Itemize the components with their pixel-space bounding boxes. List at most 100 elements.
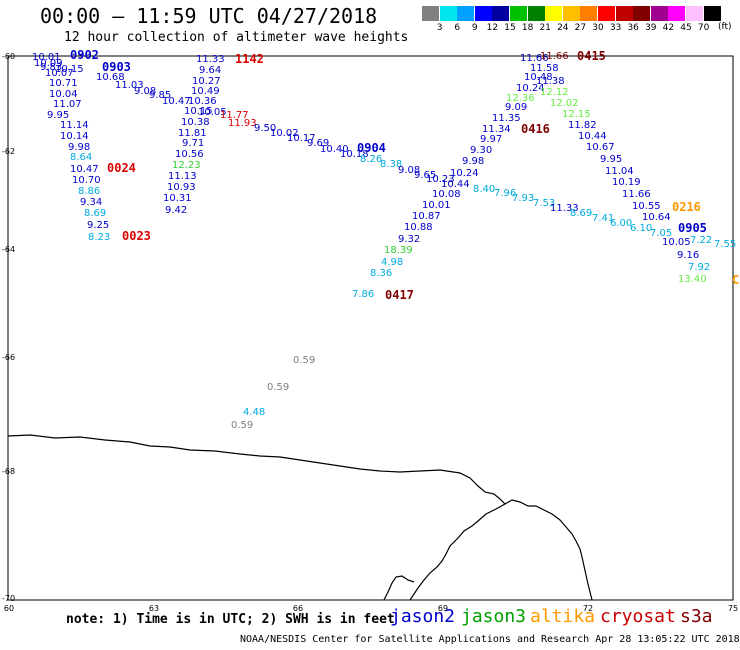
wave-height-value: 11.13: [168, 171, 197, 182]
wave-height-value: 10.55: [632, 201, 661, 212]
page-subtitle: 12 hour collection of altimeter wave hei…: [64, 30, 409, 45]
scale-swatch: [580, 6, 598, 21]
wave-height-value: 10.88: [404, 222, 433, 233]
wave-height-value: 7.05: [650, 228, 672, 239]
wave-height-value: 8.64: [70, 152, 92, 163]
wave-height-value: 13.40: [678, 274, 707, 285]
wave-height-value: 9.16: [677, 250, 699, 261]
scale-label: 21: [539, 23, 551, 33]
scale-label: 15: [504, 23, 516, 33]
legend-cryosat: cryosat: [600, 606, 676, 627]
pass-time-label: 0903: [102, 60, 131, 74]
scale-swatch: [439, 6, 457, 21]
wave-height-value: 10.70: [72, 175, 101, 186]
wave-height-value: 10.24: [450, 168, 479, 179]
wave-height-value: 9.25: [87, 220, 109, 231]
wave-height-value: 9.32: [398, 234, 420, 245]
scale-label: 42: [662, 23, 675, 33]
wave-height-value: 11.58: [530, 63, 559, 74]
scale-label: 3: [436, 23, 443, 33]
wave-height-value: 7.41: [592, 213, 614, 224]
wave-height-value: 11.66: [622, 189, 651, 200]
wave-height-value: 0.59: [293, 355, 315, 366]
wave-height-value: 11.33: [196, 54, 225, 65]
wave-height-value: 7.86: [352, 289, 374, 300]
wave-height-value: 9.95: [47, 110, 69, 121]
scale-label: 36: [627, 23, 639, 33]
scale-swatch: [545, 6, 563, 21]
scale-swatch: [457, 6, 475, 21]
wave-height-value: 10.15: [55, 64, 84, 75]
wave-height-value: 11.66: [520, 53, 549, 64]
scale-swatch: [615, 6, 633, 21]
scale-unit: (ft): [718, 22, 732, 32]
scale-swatch: [598, 6, 615, 21]
legend-jason2: jason2: [390, 606, 456, 627]
wave-height-value: 9.83: [40, 62, 62, 73]
pass-time-label: 0417: [385, 288, 414, 302]
lon-label: 75: [728, 604, 738, 613]
wave-height-value: 9.64: [199, 65, 221, 76]
wave-height-value: 10.02: [270, 128, 299, 139]
wave-height-value: 12.15: [562, 109, 591, 120]
scale-swatch: [686, 6, 703, 21]
wave-height-value: 9.98: [462, 156, 484, 167]
wave-height-value: 10.64: [642, 212, 671, 223]
wave-height-value: 9.69: [307, 138, 329, 149]
wave-height-value: 9.65: [414, 170, 436, 181]
wave-height-value: 9.97: [480, 134, 502, 145]
wave-height-value: 12.23: [172, 160, 201, 171]
wave-height-value: 10.07: [45, 68, 74, 79]
lat-label: -62: [2, 147, 15, 156]
scale-label: 24: [557, 23, 569, 33]
scale-label: 30: [592, 23, 604, 33]
wave-height-value: 12.02: [550, 98, 579, 109]
pass-time-label: 0416: [521, 122, 550, 136]
wave-height-value: 9.85: [149, 90, 171, 101]
pass-time-label: 0024: [107, 161, 136, 175]
wave-height-value: 10.36: [188, 96, 217, 107]
wave-height-value: 10.49: [191, 86, 220, 97]
wave-height-value: 10.05: [662, 237, 691, 248]
wave-height-value: 7.92: [688, 262, 710, 273]
wave-height-value: 10.47: [70, 164, 99, 175]
wave-height-value: 11.66: [540, 51, 569, 62]
wave-height-value: 11.03: [115, 80, 144, 91]
wave-height-value: 8.86: [78, 186, 100, 197]
scale-swatch: [562, 6, 580, 21]
wave-height-value: 11.93: [228, 118, 257, 129]
wave-height-value: 9.50: [254, 123, 276, 134]
wave-height-value: 10.87: [412, 211, 441, 222]
wave-height-value: 10.44: [441, 179, 470, 190]
wave-height-value: 11.04: [605, 166, 634, 177]
wave-height-value: 11.07: [53, 99, 82, 110]
scale-swatch: [474, 6, 492, 21]
wave-height-value: 6.00: [610, 218, 632, 229]
wave-height-value: 8.23: [88, 232, 110, 243]
wave-height-value: 4.48: [243, 407, 265, 418]
wave-height-value: 11.33: [550, 203, 579, 214]
wave-height-value: 10.56: [175, 149, 204, 160]
wave-height-value: 7.53: [533, 198, 555, 209]
lat-label: -70: [2, 594, 15, 603]
wave-height-value: 10.01: [32, 52, 61, 63]
scale-swatch: [668, 6, 686, 21]
wave-height-value: 9.34: [80, 197, 102, 208]
wave-height-value: 11.14: [60, 120, 89, 131]
scale-label: 12: [486, 23, 499, 33]
wave-height-value: 8.38: [380, 159, 402, 170]
wave-height-value: 10.71: [49, 78, 78, 89]
scale-swatch: [492, 6, 510, 21]
scale-label: 27: [574, 23, 587, 33]
wave-height-value: 10.14: [60, 131, 89, 142]
pass-time-label: 0023: [122, 229, 151, 243]
scale-swatch: [422, 6, 439, 21]
footer-note: note: 1) Time is in UTC; 2) SWH is in fe…: [66, 612, 395, 627]
wave-height-value: 10.08: [432, 189, 461, 200]
wave-height-value: 10.17: [287, 133, 316, 144]
wave-height-value: 10.27: [192, 76, 221, 87]
scale-swatch: [527, 6, 545, 21]
wave-height-value: 10.48: [524, 72, 553, 83]
legend-jason3: jason3: [461, 606, 527, 627]
scale-label: 33: [609, 23, 622, 33]
